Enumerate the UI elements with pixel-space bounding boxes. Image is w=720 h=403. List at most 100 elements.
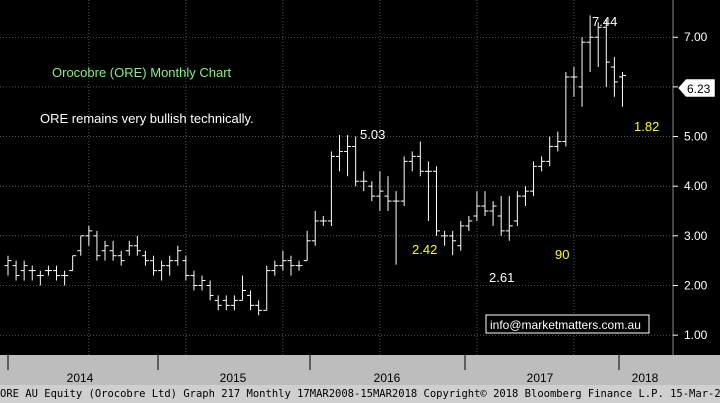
plot-background [0, 0, 673, 355]
ohlc-bar [230, 295, 238, 311]
chart-title: Orocobre (ORE) Monthly Chart [52, 65, 232, 80]
y-tick-label: 5.00 [684, 130, 708, 144]
watermark-box: info@marketmatters.com.au [485, 314, 650, 334]
ohlc-bar [618, 71, 626, 107]
ohlc-bar [416, 141, 424, 177]
ohlc-bar [335, 135, 343, 172]
x-tick-label: 2015 [220, 371, 247, 385]
ohlc-bar [473, 191, 481, 221]
ohlc-bar [586, 15, 594, 72]
ohlc-bar [53, 265, 61, 281]
ohlc-bar [424, 161, 432, 221]
annotation-label: 5.03 [360, 127, 385, 142]
annotation-label: 7.44 [592, 14, 617, 29]
ohlc-bar [481, 191, 489, 216]
annotations: 5.03 2.42 2.61 90 7.44 1.82 [360, 14, 659, 285]
ohlc-bar [20, 260, 28, 281]
ohlc-bar [303, 230, 311, 262]
x-tick-label: 2018 [632, 371, 659, 385]
ohlc-bar [125, 240, 133, 256]
ohlc-bar [109, 240, 117, 261]
ohlc-bar [319, 215, 327, 226]
ohlc-bar [594, 22, 602, 68]
footer-bar: ORE AU Equity (Orocobre Ltd) Graph 217 M… [0, 385, 720, 403]
ohlc-bar [166, 255, 174, 276]
ohlc-bar [222, 295, 230, 311]
grid-lines [0, 0, 673, 355]
ohlc-bar [101, 240, 109, 261]
last-price-marker: 6.23 [677, 78, 716, 98]
ohlc-bar [77, 235, 85, 256]
ohlc-bar [247, 290, 255, 311]
ohlc-bar [44, 265, 52, 276]
x-tick-label: 2014 [67, 371, 94, 385]
ohlc-bar [36, 270, 44, 286]
ohlc-bar [457, 220, 465, 251]
ohlc-bar [400, 156, 408, 207]
ohlc-bar [61, 270, 69, 286]
ohlc-chart: 1.002.003.004.005.006.007.00 20142015201… [0, 0, 720, 385]
ohlc-bar [497, 196, 505, 236]
ohlc-bar [28, 265, 36, 281]
ohlc-bar [311, 211, 319, 246]
ohlc-bar [578, 37, 586, 107]
ohlc-bar [465, 215, 473, 231]
ohlc-bar [562, 71, 570, 147]
y-tick-label: 3.00 [684, 229, 708, 243]
y-tick-label: 1.00 [684, 328, 708, 342]
ohlc-bar [538, 156, 546, 172]
x-axis: 2014 2015 2016 2017 2018 [7, 355, 659, 385]
chart-subtitle: ORE remains very bullish technically. [40, 111, 254, 126]
ohlc-bar [449, 230, 457, 256]
ohlc-bar [279, 250, 287, 271]
ohlc-bar [602, 19, 610, 87]
annotation-label: 2.42 [412, 242, 437, 257]
y-tick-label: 7.00 [684, 30, 708, 44]
ohlc-bar [12, 260, 20, 281]
ohlc-bar [214, 295, 222, 311]
ohlc-bar [206, 280, 214, 301]
y-tick-label: 2.00 [684, 278, 708, 292]
ohlc-bar [352, 136, 360, 187]
ohlc-bar [360, 171, 368, 192]
footer-text: ORE AU Equity (Orocobre Ltd) Graph 217 M… [0, 388, 720, 400]
ohlc-bar [546, 136, 554, 167]
ohlc-bar [271, 260, 279, 276]
ohlc-bar [505, 196, 513, 241]
ohlc-bar [408, 151, 416, 172]
ohlc-bar [392, 191, 400, 265]
ohlc-bar [344, 135, 352, 177]
ohlc-bar [158, 260, 166, 281]
price-bars [4, 15, 626, 316]
ohlc-bar [141, 250, 149, 266]
ohlc-bar [190, 270, 198, 291]
last-price-label: 6.23 [687, 82, 711, 96]
ohlc-bar [182, 255, 190, 281]
ohlc-bar [198, 275, 206, 291]
annotation-label: 90 [555, 247, 569, 262]
ohlc-bar [376, 171, 384, 212]
x-tick-label: 2017 [527, 371, 554, 385]
ohlc-bar [441, 230, 449, 246]
ohlc-bar [610, 57, 618, 97]
ohlc-bar [69, 255, 77, 272]
ohlc-bar [117, 250, 125, 266]
ohlc-bar [287, 255, 295, 276]
annotation-label: 2.61 [489, 270, 514, 285]
ohlc-bar [295, 260, 303, 271]
ohlc-bar [433, 166, 441, 236]
ohlc-bar [238, 275, 246, 301]
ohlc-bar [368, 181, 376, 202]
ohlc-bar [554, 131, 562, 152]
ohlc-bar [133, 235, 141, 256]
ohlc-bar [93, 230, 101, 261]
watermark-text: info@marketmatters.com.au [490, 318, 641, 332]
ohlc-bar [255, 300, 263, 316]
ohlc-bar [327, 151, 335, 226]
ohlc-bar [4, 255, 12, 276]
y-axis: 1.002.003.004.005.006.007.00 [673, 30, 708, 342]
ohlc-bar [174, 245, 182, 266]
x-tick-label: 2016 [374, 371, 401, 385]
ohlc-bar [384, 176, 392, 212]
ohlc-bar [489, 201, 497, 226]
